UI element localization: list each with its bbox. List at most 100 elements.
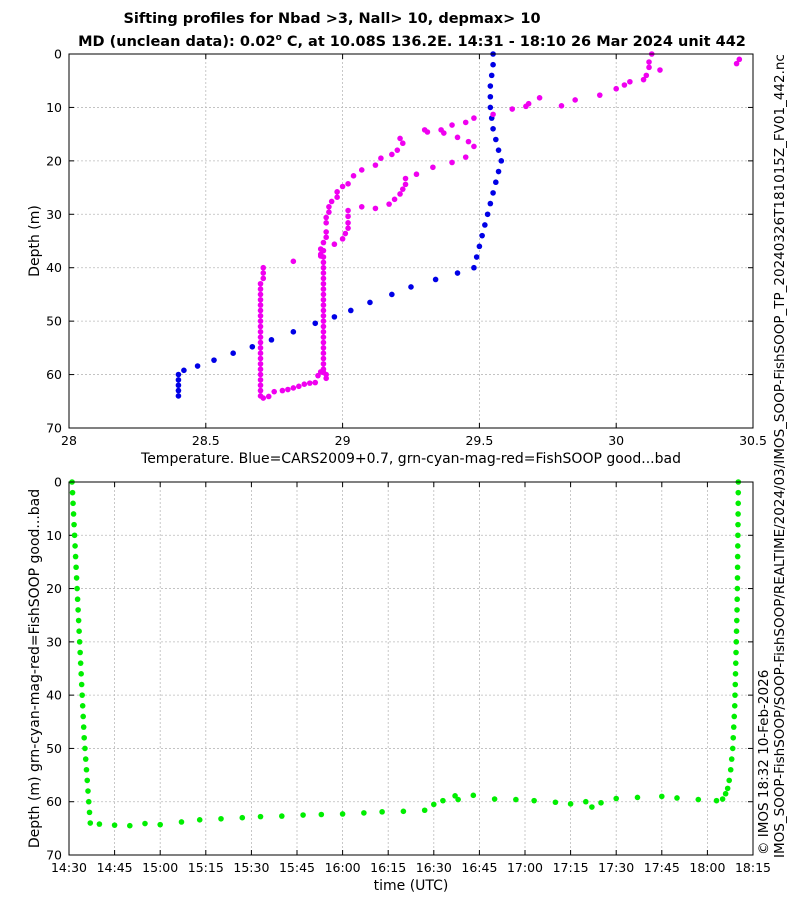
data-point-magenta [257,280,264,287]
data-point-green [735,532,741,539]
y-tick-label: 10 [46,528,62,543]
data-point-green [732,671,739,677]
data-point-blue [476,243,483,250]
data-point-blue [175,387,182,394]
data-point-magenta [345,213,351,220]
data-point-green [279,813,285,819]
data-point-magenta [331,241,338,248]
data-point-green [76,628,82,634]
data-point-green [84,777,91,784]
y-tick-label: 40 [46,688,62,703]
x-tick-label: 17:15 [553,860,589,875]
data-point-green [713,797,720,804]
data-point-green [400,808,407,815]
data-point-green [75,607,81,613]
x-tick-label: 16:45 [461,860,497,875]
x-axis-label: time (UTC) [374,878,449,894]
x-tick-label: 15:00 [142,860,178,875]
data-point-blue [479,232,485,239]
data-point-magenta [621,82,628,88]
data-point-blue [175,393,182,399]
data-point-magenta [449,159,455,166]
data-point-magenta [320,270,327,276]
data-point-magenta [312,379,319,386]
data-point-magenta [290,385,297,391]
data-point-blue [487,93,494,100]
data-point-magenta [306,380,313,386]
series-magenta [257,51,743,401]
data-point-green [735,543,741,549]
data-point-green [86,809,93,816]
data-point-magenta [509,106,516,112]
x-tick-label: 14:30 [51,860,87,875]
data-point-green [82,756,89,762]
data-point-magenta [257,329,264,335]
file-path-label: IMOS_SOOP-FishSOOP/SOOP-FishSOOP/REALTIM… [772,54,788,858]
data-point-green [361,810,367,816]
data-point-magenta [257,366,264,373]
data-point-green [531,797,537,804]
data-point-magenta [640,76,647,83]
series-blue [175,51,505,399]
data-point-green [455,796,461,803]
data-point-green [733,617,740,624]
data-point-green [719,796,726,802]
data-point-green [734,553,741,560]
plot-frame [68,53,754,429]
data-point-green [733,639,740,645]
data-point-green [70,511,77,517]
data-point-magenta [257,345,264,351]
data-point-green [734,607,740,613]
data-point-blue [249,343,256,350]
data-point-blue [495,168,502,175]
x-tick-label: 15:15 [188,860,224,875]
data-point-green [735,511,741,517]
data-point-magenta [391,196,398,203]
data-point-magenta [320,355,327,362]
data-point-green [729,745,736,752]
data-point-green [732,681,739,688]
x-tick-label: 29 [335,433,351,448]
data-point-green [76,639,83,645]
title-line-2-suffix: C, at 10.08S 136.2E. 14:31 - 18:10 26 Ma… [281,33,746,50]
data-point-green [732,660,739,666]
data-point-green [72,543,78,549]
data-point-green [72,553,79,560]
x-tick-label: 28.5 [192,433,220,448]
data-point-green [731,703,738,709]
data-point-blue [408,284,414,290]
data-point-green [74,585,80,592]
data-point-blue [230,350,236,357]
data-point-magenta [257,313,264,319]
data-point-magenta [462,119,469,126]
data-point-magenta [558,103,565,109]
data-point-magenta [320,291,327,298]
data-point-green [730,724,737,730]
data-point-green [598,799,604,806]
data-point-magenta [285,386,291,393]
data-point-green [218,815,224,822]
data-point-blue [487,104,494,111]
plot-frame [68,481,754,856]
data-point-green [734,585,741,592]
data-point-green [69,489,76,496]
data-point-magenta [378,155,384,161]
x-tick-label: 29.5 [465,433,493,448]
data-point-green [379,809,385,815]
y-tick-label: 60 [46,367,62,382]
plot-area [69,54,753,428]
data-point-magenta [260,264,267,271]
data-point-blue [484,211,491,218]
x-tick-label: 16:30 [416,860,452,875]
data-point-magenta [320,323,327,330]
data-point-green [75,617,82,624]
x-tick-label: 17:30 [598,860,634,875]
y-tick-label: 30 [46,634,62,649]
data-point-magenta [462,154,469,160]
data-point-blue [488,72,495,79]
data-point-blue [348,307,354,314]
data-point-green [80,724,87,730]
data-point-green [733,628,740,634]
data-point-green [634,794,641,801]
